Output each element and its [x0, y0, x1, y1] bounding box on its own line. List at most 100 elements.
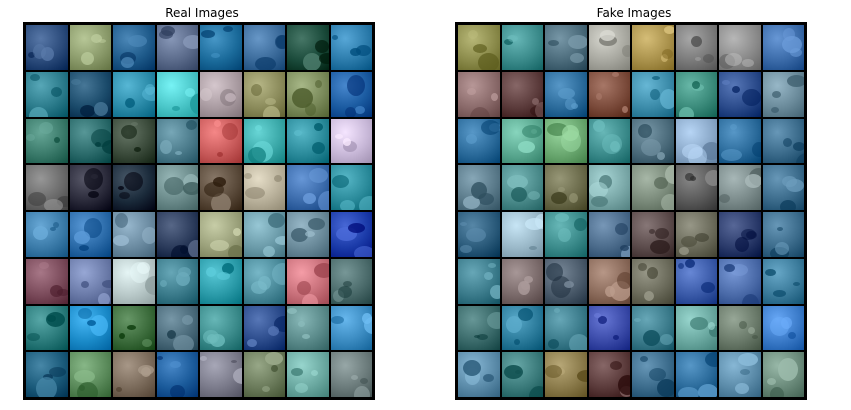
- tile-texture: [614, 223, 628, 235]
- image-tile: [501, 165, 543, 210]
- image-tile: [675, 352, 717, 397]
- tile-texture: [101, 279, 111, 288]
- image-tile: [156, 212, 198, 257]
- image-tile: [545, 71, 587, 117]
- tile-texture: [528, 386, 543, 397]
- tile-texture: [652, 75, 660, 80]
- tile-texture: [49, 367, 66, 378]
- tile-texture: [73, 370, 95, 384]
- tile-texture: [36, 377, 57, 397]
- tile-texture: [138, 365, 154, 376]
- tile-texture: [684, 258, 695, 268]
- tile-texture: [350, 375, 358, 381]
- tile-texture: [735, 237, 749, 252]
- tile-texture: [187, 240, 198, 257]
- tile-texture: [782, 28, 795, 41]
- tile-texture: [548, 338, 559, 349]
- image-tile: [243, 118, 285, 164]
- image-tile: [330, 212, 372, 257]
- tile-texture: [691, 80, 700, 89]
- image-tile: [762, 25, 804, 70]
- tile-texture: [267, 325, 279, 336]
- tile-texture: [39, 121, 53, 134]
- tile-texture: [54, 136, 60, 143]
- tile-texture: [204, 182, 224, 198]
- image-tile: [113, 258, 155, 304]
- tile-texture: [554, 307, 560, 313]
- image-tile: [501, 305, 543, 351]
- image-tile: [762, 258, 804, 304]
- tile-texture: [742, 59, 754, 67]
- image-tile: [243, 25, 285, 70]
- tile-texture: [119, 332, 125, 339]
- tile-texture: [80, 280, 89, 288]
- tile-texture: [169, 361, 181, 369]
- image-tile: [545, 212, 587, 257]
- tile-texture: [87, 191, 99, 199]
- image-tile: [588, 305, 630, 351]
- fake-images-panel: Fake Images: [455, 4, 813, 400]
- tile-texture: [638, 123, 652, 138]
- tile-texture: [261, 386, 270, 393]
- tile-texture: [97, 39, 106, 43]
- tile-texture: [315, 79, 322, 88]
- tile-texture: [565, 97, 576, 110]
- tile-texture: [468, 30, 478, 39]
- tile-texture: [555, 213, 569, 222]
- image-tile: [26, 352, 68, 397]
- tile-texture: [650, 240, 670, 254]
- tile-texture: [77, 307, 92, 319]
- tile-texture: [79, 104, 95, 117]
- image-tile: [632, 212, 674, 257]
- tile-texture: [39, 261, 49, 269]
- tile-texture: [484, 271, 493, 280]
- tile-texture: [769, 387, 784, 397]
- image-tile: [588, 165, 630, 210]
- tile-texture: [681, 143, 703, 159]
- image-tile: [501, 118, 543, 164]
- tile-texture: [121, 57, 134, 68]
- tile-texture: [725, 53, 742, 66]
- tile-texture: [746, 231, 757, 239]
- tile-texture: [47, 314, 56, 322]
- image-tile: [501, 258, 543, 304]
- image-tile: [200, 352, 242, 397]
- tile-texture: [517, 280, 530, 295]
- tile-texture: [287, 307, 297, 314]
- tile-texture: [354, 105, 365, 114]
- tile-texture: [654, 177, 668, 190]
- tile-texture: [481, 119, 500, 135]
- panel-title-fake: Fake Images: [596, 6, 672, 20]
- tile-texture: [358, 196, 372, 210]
- tile-texture: [601, 133, 622, 154]
- tile-texture: [41, 47, 54, 61]
- tile-texture: [163, 177, 184, 196]
- tile-texture: [577, 370, 587, 383]
- tile-texture: [634, 317, 641, 322]
- image-tile: [632, 71, 674, 117]
- image-tile: [762, 165, 804, 210]
- image-tile: [719, 212, 761, 257]
- tile-texture: [254, 57, 276, 70]
- image-tile: [330, 165, 372, 210]
- tile-texture: [142, 227, 155, 244]
- tile-texture: [295, 383, 308, 394]
- image-tile: [762, 212, 804, 257]
- tile-texture: [548, 40, 559, 46]
- tile-texture: [308, 218, 325, 230]
- image-tile: [719, 305, 761, 351]
- tile-texture: [184, 87, 195, 97]
- tile-texture: [116, 387, 122, 393]
- tile-texture: [273, 315, 285, 332]
- image-tile: [156, 352, 198, 397]
- image-tile: [545, 118, 587, 164]
- image-tile: [588, 25, 630, 70]
- tile-texture: [571, 102, 578, 109]
- tile-texture: [640, 356, 648, 363]
- image-tile: [545, 165, 587, 210]
- image-tile: [330, 71, 372, 117]
- tile-texture: [741, 229, 756, 240]
- tile-texture: [30, 73, 40, 81]
- tile-texture: [649, 229, 655, 234]
- tile-texture: [779, 200, 796, 210]
